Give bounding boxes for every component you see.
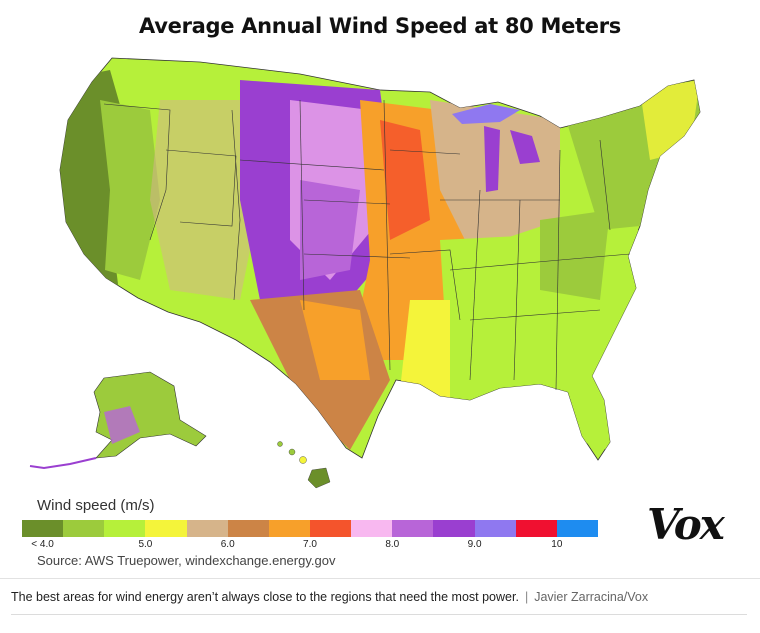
legend-ticks: < 4.0 5.0 6.0 7.0 8.0 9.0 10 xyxy=(22,539,598,553)
us-map-svg xyxy=(29,57,701,489)
aleutian-islands xyxy=(29,457,97,470)
legend-tick-label: 5.0 xyxy=(138,539,153,550)
state-borders xyxy=(103,99,631,391)
legend-title: Wind speed (m/s) xyxy=(37,497,155,514)
lake-superior xyxy=(452,104,520,124)
mountain-west-zone xyxy=(150,100,260,300)
legend-swatch xyxy=(186,520,228,537)
legend-swatch xyxy=(433,520,475,537)
divider xyxy=(0,578,760,579)
lake-michigan xyxy=(484,126,500,192)
divider xyxy=(11,614,747,615)
legend-swatch xyxy=(474,520,516,537)
legend-swatch xyxy=(392,520,434,537)
legend-swatch xyxy=(227,520,269,537)
wind-speed-map xyxy=(0,40,760,500)
vox-logo: Vox xyxy=(647,500,725,549)
legend-swatch xyxy=(22,520,64,537)
legend-tick-label: 9.0 xyxy=(467,539,482,550)
legend-tick-label: 8.0 xyxy=(385,539,400,550)
source-note: Source: AWS Truepower, windexchange.ener… xyxy=(37,553,336,568)
map-title: Average Annual Wind Speed at 80 Meters xyxy=(139,14,621,38)
plains-violet-zone xyxy=(300,180,360,280)
lake-huron xyxy=(510,130,540,164)
caption: The best areas for wind energy aren’t al… xyxy=(11,590,648,604)
legend-swatch xyxy=(556,520,598,537)
caption-text: The best areas for wind energy aren’t al… xyxy=(11,590,519,604)
legend-tick-label: 7.0 xyxy=(303,539,317,550)
appalachia-zone xyxy=(540,210,610,300)
texas-orange-zone xyxy=(300,300,370,380)
caption-credit: Javier Zarracina/Vox xyxy=(534,590,649,604)
legend-swatch xyxy=(268,520,310,537)
alaska-coast-zone xyxy=(104,406,140,444)
legend-swatch xyxy=(104,520,146,537)
legend-swatch xyxy=(309,520,352,537)
legend-color-scale xyxy=(22,520,598,537)
legend-swatch xyxy=(63,520,105,537)
mississippi-yellow-zone xyxy=(400,300,450,400)
wind-zones xyxy=(60,70,700,460)
legend-swatch xyxy=(515,520,557,537)
legend-tick-label: 6.0 xyxy=(220,539,235,550)
legend-tick-label: < 4.0 xyxy=(31,539,54,550)
pacific-inland-zone xyxy=(100,100,160,280)
legend-swatch xyxy=(351,520,393,537)
hawaii xyxy=(277,441,331,489)
legend-swatch xyxy=(145,520,187,537)
caption-separator: | xyxy=(524,590,529,604)
legend-tick-label: 10 xyxy=(551,539,563,550)
